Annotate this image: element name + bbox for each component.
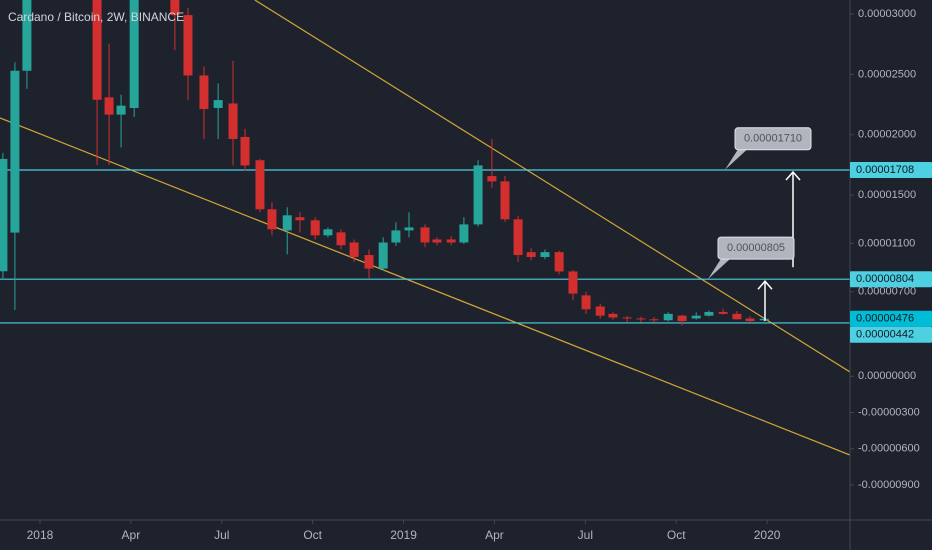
overlay: 0.00001710 0.00000805 (708, 127, 812, 321)
y-tick-label: 0.00002000 (858, 129, 916, 141)
callout-box (734, 127, 812, 151)
candle-body (199, 75, 209, 110)
candle-body (446, 239, 456, 243)
y-tick-label: -0.00000600 (858, 443, 920, 455)
y-tick-label: -0.00000300 (858, 406, 920, 418)
candle-body (759, 318, 769, 321)
candle-body (240, 136, 250, 166)
candle-body (459, 224, 469, 243)
x-tick-label: 2018 (27, 528, 54, 542)
candle-body (378, 242, 388, 269)
candle-body (432, 239, 442, 243)
price-line-label: 0.00001708 (856, 164, 914, 176)
candle-body (104, 97, 114, 115)
candle-body (691, 315, 701, 319)
arrow-head (785, 170, 801, 181)
x-tick-label: Apr (485, 528, 504, 542)
candle-body (745, 318, 755, 322)
candle-body (92, 0, 102, 100)
candle-body (636, 318, 646, 320)
candle-body (420, 227, 430, 243)
candle-body (183, 15, 193, 76)
candle-body (649, 319, 659, 321)
y-tick-label: 0.00002500 (858, 68, 916, 80)
candle-body (116, 105, 126, 115)
candle-body (228, 103, 238, 139)
candle-body (213, 100, 223, 108)
y-tick-label: 0.00003000 (858, 8, 916, 20)
trend-line (0, 117, 850, 456)
last-price-label: 0.00000476 (856, 313, 914, 325)
candle-body (473, 165, 483, 225)
candle-body (595, 306, 605, 316)
price-line-label-box (850, 326, 932, 343)
y-tick-label: 0.00000700 (858, 286, 916, 298)
price-line-label: 0.00000804 (856, 273, 914, 285)
plot-area (0, 0, 850, 456)
candle-body (718, 311, 728, 314)
candle-body (581, 295, 591, 310)
candle-body (677, 315, 687, 322)
chart-title: Cardano / Bitcoin, 2W, BINANCE (8, 10, 184, 24)
x-tick-label: Oct (303, 528, 322, 542)
candle-body (608, 313, 618, 318)
price-line-label-box (850, 162, 932, 179)
candle-body (282, 215, 292, 231)
candle-body (568, 271, 578, 294)
candle-body (622, 317, 632, 319)
callout-label: 0.00000805 (727, 242, 785, 254)
axes: 0.00003000 0.00002500 0.00002000 0.00001500… (27, 8, 932, 542)
callout-box (717, 236, 795, 260)
candle-body (487, 176, 497, 182)
candle-body (323, 229, 333, 236)
x-tick-label: Jul (578, 528, 593, 542)
trend-line (254, 0, 850, 373)
last-price-label-box (850, 310, 932, 327)
y-tick-label: -0.00000900 (858, 479, 920, 491)
candle-body (704, 311, 714, 316)
y-tick-label: 0.00000000 (858, 370, 916, 382)
arrow-head (757, 280, 773, 290)
callout-pointer (708, 257, 732, 280)
candle-body (663, 313, 673, 321)
candle-body (22, 0, 32, 71)
candle-body (513, 219, 523, 256)
price-line-label-box (850, 271, 932, 288)
candle-body (554, 252, 564, 272)
candle-body (255, 160, 265, 210)
x-tick-label: Apr (122, 528, 141, 542)
candle-body (364, 255, 374, 269)
candle-body (10, 70, 20, 233)
candle-body (336, 232, 346, 246)
candle-body (500, 181, 510, 220)
x-tick-label: Oct (667, 528, 686, 542)
candle-body (732, 313, 742, 320)
candle-body (129, 0, 139, 108)
candle-body (295, 217, 305, 221)
x-tick-label: 2019 (390, 528, 417, 542)
callout-label: 0.00001710 (744, 133, 802, 145)
y-tick-label: 0.00001500 (858, 189, 916, 201)
x-tick-label: 2020 (754, 528, 781, 542)
y-tick-label: 0.00001100 (858, 237, 915, 249)
candle-body (170, 0, 180, 16)
candle-body (267, 209, 277, 230)
candle-body (0, 158, 8, 272)
x-tick-label: Jul (214, 528, 229, 542)
callout-pointer (725, 147, 749, 170)
candle-body (526, 252, 536, 257)
candle-body (404, 227, 414, 231)
candle-body (391, 230, 401, 243)
candle-body (349, 242, 359, 257)
candle-body (310, 220, 320, 236)
price-line-label: 0.00000442 (856, 329, 914, 341)
candle-body (540, 252, 550, 257)
